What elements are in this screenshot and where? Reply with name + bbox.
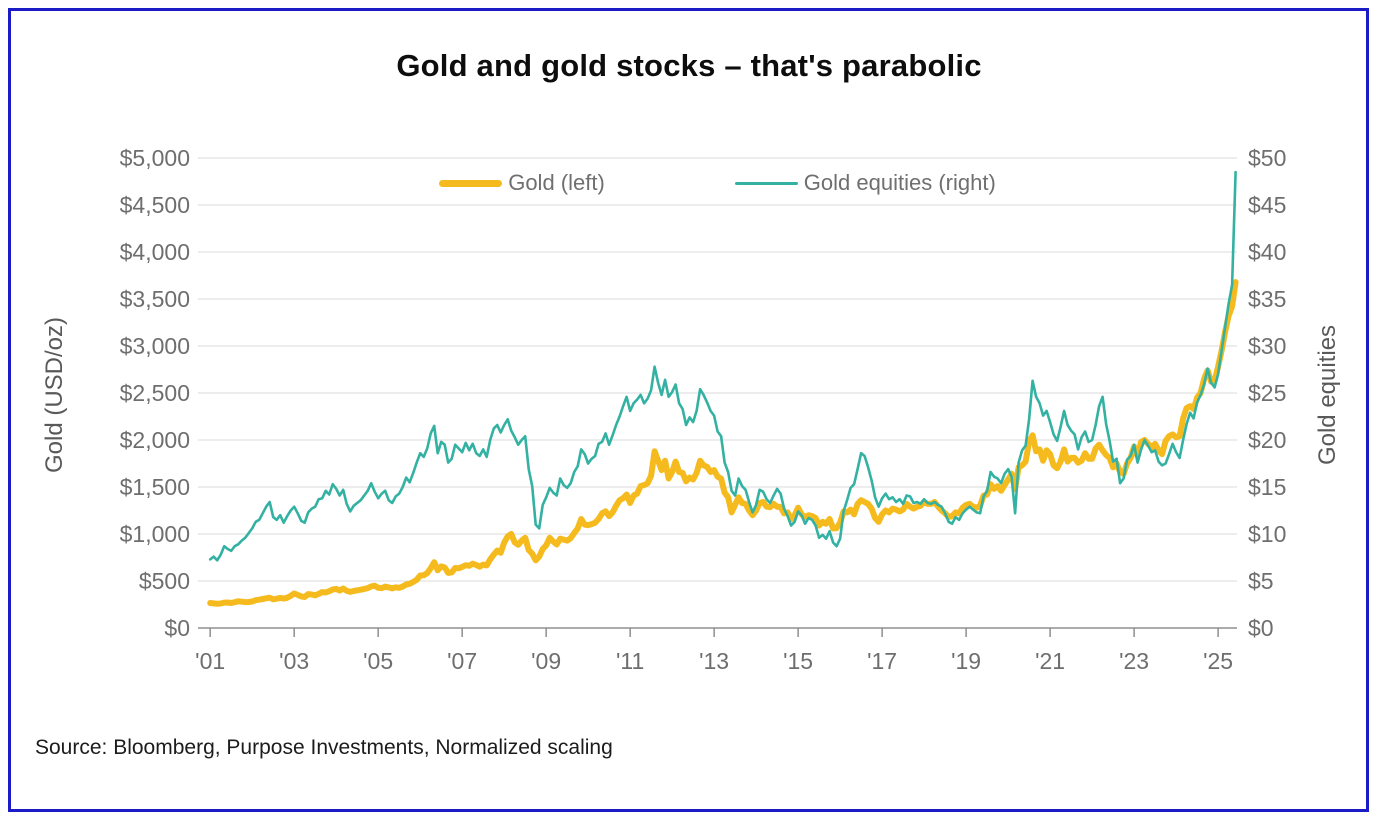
- x-axis-tick-label: '21: [1035, 648, 1066, 674]
- gold-equities-line-swatch-icon: [734, 181, 798, 185]
- right-axis-tick-label: $10: [1248, 521, 1287, 547]
- chart-border-frame: [8, 8, 1369, 812]
- right-axis-tick-label: $30: [1248, 333, 1287, 359]
- series-line-gold-equities-right-: [208, 170, 1237, 562]
- x-axis-tick-label: '23: [1119, 648, 1150, 674]
- left-axis-tick-label: $1,500: [119, 474, 190, 500]
- source-note: Source: Bloomberg, Purpose Investments, …: [35, 736, 613, 759]
- right-axis-tick-label: $0: [1248, 615, 1274, 641]
- legend-label-gold: Gold (left): [508, 170, 605, 195]
- x-axis-tick-label: '03: [279, 648, 310, 674]
- gold-line-swatch-icon: [439, 179, 503, 187]
- left-axis-tick-label: $1,000: [119, 521, 190, 547]
- left-axis-tick-label: $5,000: [119, 145, 190, 171]
- x-axis-tick-label: '01: [195, 648, 226, 674]
- right-axis-tick-label: $25: [1248, 380, 1287, 406]
- legend-item-gold-equities: Gold equities (right): [728, 168, 1002, 198]
- x-axis-tick-label: '17: [867, 648, 898, 674]
- x-axis-tick-label: '11: [616, 648, 645, 674]
- plot-area: [198, 157, 1239, 637]
- x-axis-tick-label: '15: [783, 648, 814, 674]
- legend-label-gold-equities: Gold equities (right): [803, 170, 996, 195]
- left-axis-tick-label: $4,500: [119, 192, 190, 218]
- x-axis-tick-label: '13: [699, 648, 730, 674]
- left-axis-tick-label: $4,000: [119, 239, 190, 265]
- x-axis-tick-label: '05: [363, 648, 394, 674]
- right-axis-tick-label: $50: [1248, 145, 1287, 171]
- series-line-gold-left-: [207, 279, 1239, 607]
- left-axis-tick-label: $3,000: [119, 333, 190, 359]
- right-axis-tick-label: $45: [1248, 192, 1287, 218]
- x-axis-tick-label: '09: [531, 648, 562, 674]
- legend: Gold (left) Gold equities (right): [198, 164, 1237, 202]
- right-axis-tick-label: $35: [1248, 286, 1287, 312]
- right-axis-tick-label: $20: [1248, 427, 1287, 453]
- right-axis-tick-label: $15: [1248, 474, 1287, 500]
- right-axis-tick-label: $5: [1248, 568, 1274, 594]
- left-axis-tick-label: $0: [164, 615, 190, 641]
- right-axis-tick-label: $40: [1248, 239, 1287, 265]
- x-axis-tick-label: '25: [1203, 648, 1234, 674]
- x-axis-tick-label: '07: [447, 648, 478, 674]
- left-axis-tick-label: $3,500: [119, 286, 190, 312]
- legend-item-gold: Gold (left): [433, 168, 611, 198]
- left-axis-tick-label: $500: [138, 568, 190, 594]
- chart-title: Gold and gold stocks – that's parabolic: [396, 48, 982, 83]
- left-axis-title: Gold (USD/oz): [41, 316, 68, 474]
- x-axis-tick-label: '19: [951, 648, 982, 674]
- left-axis-tick-label: $2,000: [119, 427, 190, 453]
- left-axis-tick-label: $2,500: [119, 380, 190, 406]
